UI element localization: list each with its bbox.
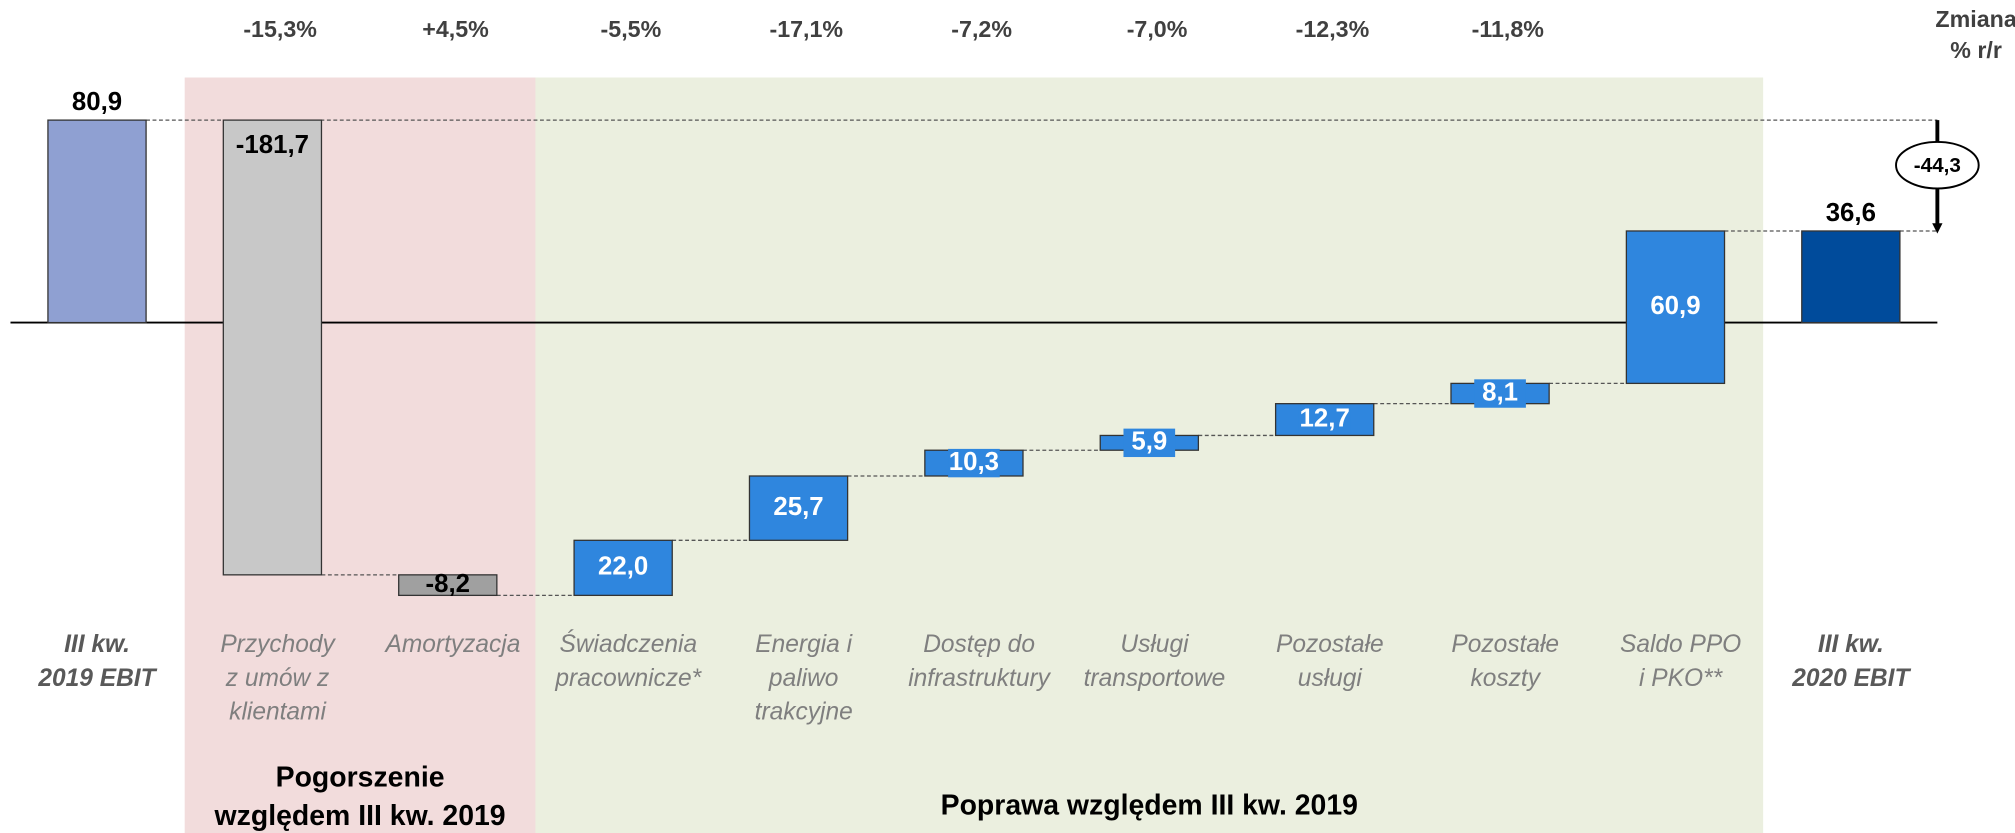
category-label: transportowe xyxy=(1084,665,1226,692)
category-label: Przychody xyxy=(220,631,336,658)
category-label: paliwo xyxy=(768,665,839,692)
category-label: 2020 EBIT xyxy=(1791,665,1911,692)
category-label: Pozostałe xyxy=(1276,631,1384,658)
label-background xyxy=(1123,428,1176,458)
value-label: 25,7 xyxy=(773,493,823,521)
category-label: Energia i xyxy=(755,631,852,658)
backgrounds: Pogorszenie względem III kw. 2019 Poprawa … xyxy=(184,77,1764,833)
bar xyxy=(1625,230,1726,385)
category-label: 2019 EBIT xyxy=(37,665,157,692)
category-label: usługi xyxy=(1298,665,1363,692)
label-background xyxy=(948,448,1000,478)
section-label: Poprawa względem III kw. 2019 xyxy=(941,790,1358,822)
change-header: Zmiana xyxy=(1935,6,2015,32)
change-label: -17,1% xyxy=(769,16,843,42)
category-label: Dostęp do xyxy=(923,631,1035,658)
value-label: 5,9 xyxy=(1131,428,1167,456)
change-label: -15,3% xyxy=(243,16,317,42)
change-label: -5,5% xyxy=(601,16,662,42)
category-label: III kw. xyxy=(1818,631,1884,658)
change-header: % r/r xyxy=(1950,37,2002,63)
value-label: 8,1 xyxy=(1482,378,1518,406)
value-label: 60,9 xyxy=(1650,292,1700,320)
category-label: koszty xyxy=(1470,665,1541,692)
change-label: -7,2% xyxy=(951,16,1012,42)
category-label: infrastruktury xyxy=(908,665,1051,692)
bar xyxy=(222,119,323,576)
change-label: +4,5% xyxy=(422,16,489,42)
value-label: 36,6 xyxy=(1826,199,1876,227)
bar xyxy=(47,119,147,324)
bar xyxy=(398,574,498,597)
label-background xyxy=(1474,379,1526,408)
category-label: pracownicze* xyxy=(554,665,702,692)
category-label: i PKO** xyxy=(1639,665,1724,692)
value-label: -8,2 xyxy=(426,570,470,598)
section-label: Pogorszenie xyxy=(276,761,445,793)
value-label: 10,3 xyxy=(949,448,999,476)
category-label: Amortyzacja xyxy=(384,631,521,658)
plot: 80,9 III kw. 2019 EBIT -181,7 Przychody z umó… xyxy=(10,6,2015,725)
net-change-bubble xyxy=(1895,140,1980,190)
bar xyxy=(573,539,673,597)
value-label: -181,7 xyxy=(236,131,309,159)
label-background xyxy=(1298,405,1351,434)
bar xyxy=(748,475,849,541)
change-label: -11,8% xyxy=(1472,16,1545,42)
bar xyxy=(1801,230,1901,324)
category-label: z umów z xyxy=(225,665,330,692)
value-label: 22,0 xyxy=(598,553,648,581)
category-label: Pozostałe xyxy=(1451,631,1559,658)
value-label: 80,9 xyxy=(72,88,122,116)
section-label: względem III kw. 2019 xyxy=(214,800,506,832)
category-label: Saldo PPO xyxy=(1620,631,1741,658)
category-label: klientami xyxy=(229,698,326,725)
category-label: III kw. xyxy=(64,631,130,658)
category-label: Świadczenia xyxy=(560,630,698,658)
value-label: 12,7 xyxy=(1300,404,1350,432)
net-change-label: -44,3 xyxy=(1914,154,1961,177)
category-label: Usługi xyxy=(1120,631,1189,658)
change-label: -7,0% xyxy=(1127,16,1188,42)
change-label: -12,3% xyxy=(1296,16,1370,42)
category-label: trakcyjne xyxy=(755,698,853,725)
